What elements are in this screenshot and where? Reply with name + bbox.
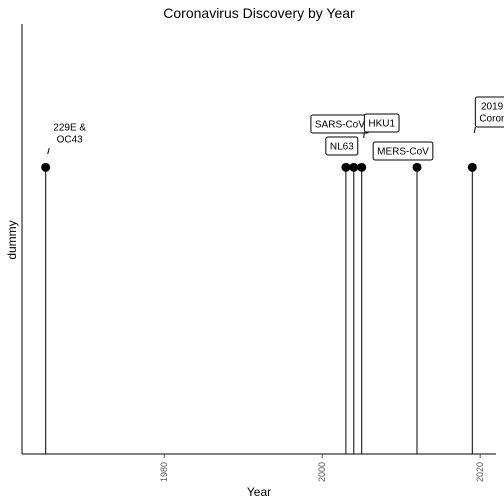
event-label: MERS-CoV — [372, 141, 434, 161]
event-point — [357, 162, 367, 172]
event-label: NL63 — [325, 136, 359, 156]
event-label: HKU1 — [363, 113, 400, 139]
event-label-line: OC43 — [57, 135, 84, 146]
event-point — [467, 162, 477, 172]
event-label-box — [363, 113, 400, 133]
event-point — [41, 162, 51, 172]
event-point — [341, 162, 351, 172]
event-point — [412, 162, 422, 172]
event-label-line: MERS-CoV — [377, 147, 429, 158]
event-label-line: 2019 Novel — [481, 102, 504, 113]
x-tick-label: 2000 — [317, 462, 327, 482]
event-label-box — [325, 136, 359, 156]
x-ticks: 1980 2000 2020 — [159, 454, 485, 482]
event-label-box — [49, 118, 91, 148]
x-tick-label: 1980 — [159, 462, 169, 482]
event-point — [349, 162, 359, 172]
event-label-leader — [363, 131, 365, 139]
event-label: SARS-CoV — [310, 114, 370, 134]
event-label-leader — [47, 147, 50, 155]
x-axis-label: Year — [247, 485, 271, 499]
event-label-line: SARS-CoV — [315, 120, 365, 131]
event-label-leader — [473, 126, 476, 134]
event-label-line: 229E & — [53, 123, 86, 134]
event-label-line: Coronavirus — [479, 114, 504, 125]
event-label: 229E &OC43 — [47, 118, 91, 155]
event-labels: 229E &OC43 SARS-CoV NL63 HKU1 MERS-CoV 2019 N… — [47, 96, 504, 161]
event-label: 2019 NovelCoronavirus — [473, 96, 504, 134]
event-label-line: NL63 — [330, 142, 354, 153]
stems — [41, 162, 477, 454]
x-tick-label: 2020 — [475, 462, 485, 482]
chart-title: Coronavirus Discovery by Year — [163, 5, 355, 21]
event-label-box — [474, 96, 504, 128]
event-label-box — [372, 141, 434, 161]
y-axis-label: dummy — [5, 220, 19, 259]
event-label-line: HKU1 — [368, 119, 395, 130]
